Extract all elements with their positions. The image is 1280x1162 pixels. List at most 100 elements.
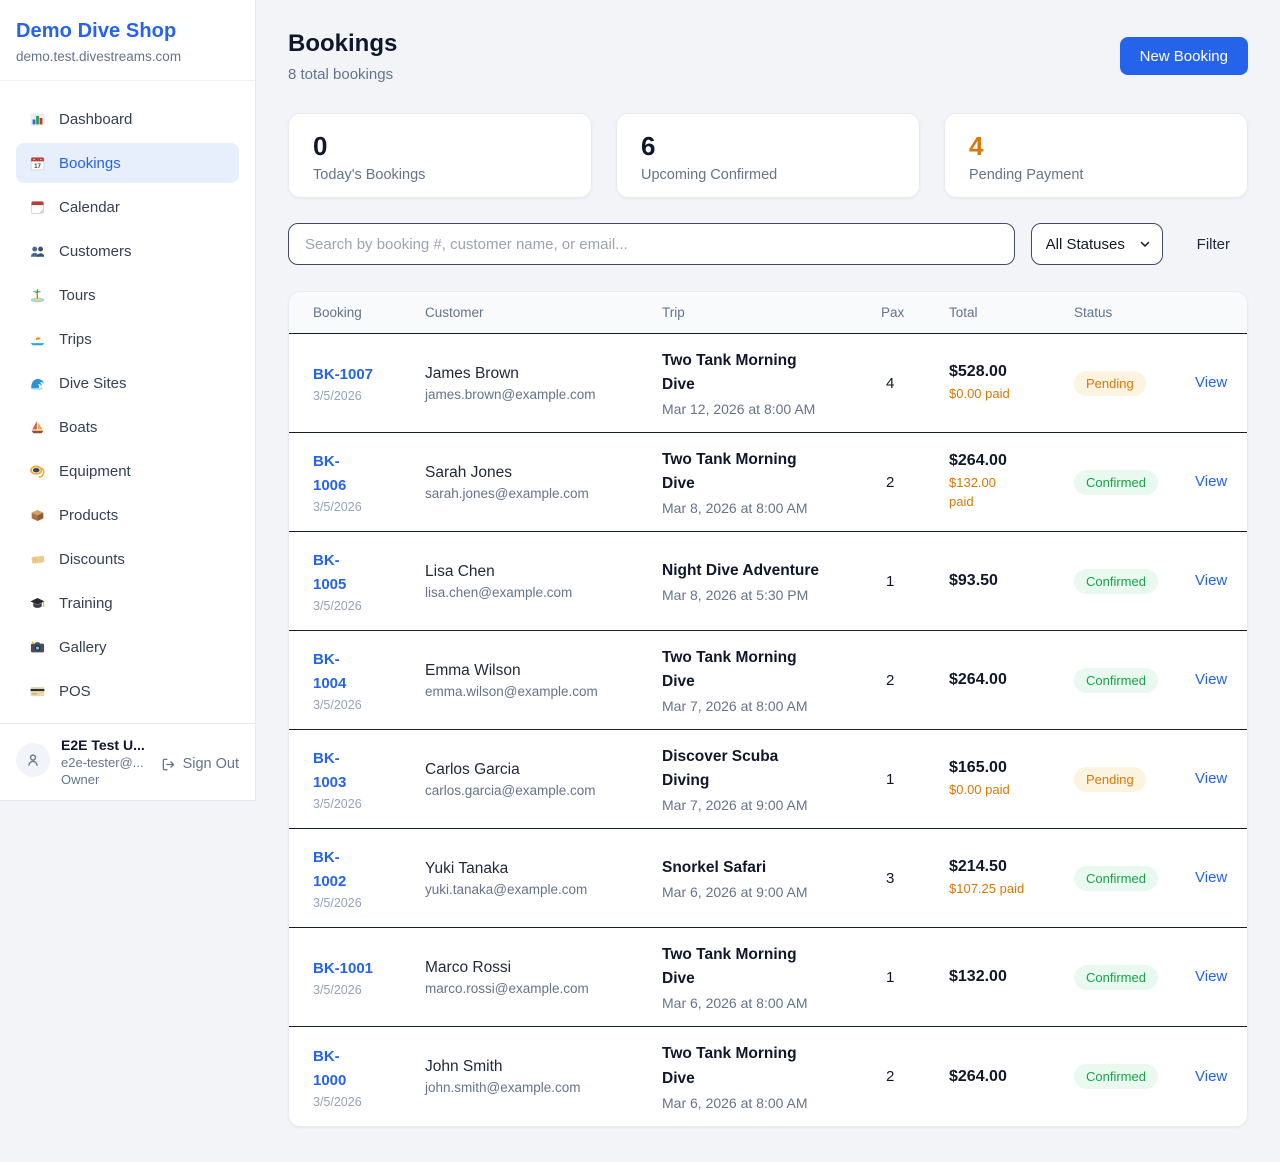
status-badge: Confirmed — [1074, 469, 1158, 495]
status-select[interactable]: All Statuses — [1030, 223, 1163, 265]
user-role: Owner — [61, 772, 100, 787]
view-link[interactable]: View — [1195, 572, 1228, 589]
view-link[interactable]: View — [1195, 968, 1228, 985]
trip-cell: Two Tank Morning Dive Mar 12, 2026 at 8:… — [662, 349, 881, 417]
trip-datetime: Mar 12, 2026 at 8:00 AM — [662, 401, 816, 418]
booking-id-link[interactable]: BK- 1002 — [313, 849, 347, 890]
status-cell: Confirmed — [1074, 865, 1195, 891]
dive-sites-wave-icon — [28, 374, 46, 392]
sidebar-item-pos[interactable]: POS — [16, 671, 239, 711]
total-cell: $528.00 $0.00 paid — [949, 363, 1074, 404]
status-cell: Pending — [1074, 370, 1195, 396]
view-link[interactable]: View — [1195, 671, 1228, 688]
total-amount: $214.50 — [949, 857, 1007, 875]
gallery-camera-icon — [28, 638, 46, 656]
pax-cell: 1 — [886, 968, 895, 986]
stat-label: Today's Bookings — [313, 167, 426, 183]
sidebar-item-calendar[interactable]: Calendar — [16, 187, 239, 227]
sidebar-item-products[interactable]: Products — [16, 495, 239, 535]
sidebar-item-trips[interactable]: Trips — [16, 319, 239, 359]
booking-id-link[interactable]: BK-1001 — [313, 960, 374, 977]
booking-id-link[interactable]: BK- 1005 — [313, 552, 347, 593]
page-subtitle: 8 total bookings — [288, 66, 394, 83]
booking-cell: BK- 1003 3/5/2026 — [313, 747, 425, 811]
user-icon — [28, 754, 38, 766]
booking-id-link[interactable]: BK-1007 — [313, 366, 374, 383]
status-badge: Pending — [1074, 370, 1146, 396]
view-link[interactable]: View — [1195, 770, 1228, 787]
booking-id-link[interactable]: BK- 1004 — [313, 651, 347, 692]
stat-value: 0 — [313, 131, 328, 161]
sidebar-item-discounts[interactable]: Discounts — [16, 539, 239, 579]
trip-name: Two Tank Morning Dive — [662, 1045, 797, 1087]
view-link[interactable]: View — [1195, 374, 1228, 391]
sidebar-item-dashboard[interactable]: Dashboard — [16, 99, 239, 139]
main-content: Bookings 8 total bookings New Booking 0 … — [256, 0, 1280, 1127]
booking-id-link[interactable]: BK- 1003 — [313, 750, 347, 791]
customer-email: john.smith@example.com — [425, 1080, 581, 1095]
sidebar-item-equipment[interactable]: Equipment — [16, 451, 239, 491]
total-cell: $165.00 $0.00 paid — [949, 759, 1074, 800]
column-header-status: Status — [1074, 305, 1113, 320]
status-badge: Confirmed — [1074, 865, 1158, 891]
paid-amount: $0.00 paid — [949, 385, 1010, 401]
trip-cell: Night Dive Adventure Mar 8, 2026 at 5:30… — [662, 559, 881, 603]
stat-label: Pending Payment — [969, 167, 1084, 183]
avatar — [16, 743, 50, 777]
booking-date: 3/5/2026 — [313, 983, 362, 997]
trip-cell: Two Tank Morning Dive Mar 7, 2026 at 8:0… — [662, 646, 881, 714]
search-input[interactable] — [288, 223, 1015, 265]
booking-date: 3/5/2026 — [313, 389, 362, 403]
column-header-trip: Trip — [662, 305, 685, 320]
sidebar-item-boats[interactable]: Boats — [16, 407, 239, 447]
actions-cell: View — [1195, 374, 1227, 392]
total-amount: $528.00 — [949, 362, 1007, 380]
booking-id-link[interactable]: BK- 1006 — [313, 453, 347, 494]
sidebar-item-dive-sites[interactable]: Dive Sites — [16, 363, 239, 403]
stat-card-pending-payment: 4 Pending Payment — [944, 113, 1248, 198]
sidebar-item-bookings[interactable]: 17 Bookings — [16, 143, 239, 183]
table-row: BK-1001 3/5/2026 Marco Rossi marco.rossi… — [289, 928, 1247, 1027]
new-booking-button[interactable]: New Booking — [1119, 37, 1248, 75]
status-cell: Confirmed — [1074, 964, 1195, 990]
trip-name: Night Dive Adventure — [662, 561, 820, 579]
sign-out-icon — [162, 758, 174, 770]
booking-date: 3/5/2026 — [313, 1094, 362, 1109]
booking-id-link[interactable]: BK- 1000 — [313, 1047, 347, 1089]
calendar-icon — [28, 198, 46, 216]
table-row: BK- 1005 3/5/2026 Lisa Chen lisa.chen@ex… — [289, 532, 1247, 631]
filter-button[interactable]: Filter — [1179, 223, 1248, 265]
training-cap-icon — [28, 594, 46, 612]
user-name: E2E Test U... — [61, 737, 145, 753]
paid-amount: $0.00 paid — [949, 781, 1010, 797]
customer-name: Emma Wilson — [425, 661, 521, 679]
customer-cell: Marco Rossi marco.rossi@example.com — [425, 959, 662, 996]
sidebar-item-training[interactable]: Training — [16, 583, 239, 623]
trip-datetime: Mar 7, 2026 at 9:00 AM — [662, 797, 808, 814]
actions-cell: View — [1195, 968, 1227, 986]
customer-cell: Sarah Jones sarah.jones@example.com — [425, 464, 662, 501]
booking-date: 3/5/2026 — [313, 797, 362, 811]
sidebar-item-gallery[interactable]: Gallery — [16, 627, 239, 667]
sidebar-user-footer: E2E Test U... e2e-tester@... Owner Sign … — [0, 723, 255, 800]
booking-date: 3/5/2026 — [313, 599, 362, 613]
sidebar-item-tours[interactable]: Tours — [16, 275, 239, 315]
dashboard-chart-icon — [28, 110, 46, 128]
products-box-icon — [28, 506, 46, 524]
view-link[interactable]: View — [1195, 1067, 1228, 1085]
paid-amount: $132.00 paid — [949, 475, 996, 509]
view-link[interactable]: View — [1195, 869, 1228, 886]
customer-cell: John Smith john.smith@example.com — [425, 1058, 662, 1095]
pos-card-icon — [28, 682, 46, 700]
trip-datetime: Mar 6, 2026 at 9:00 AM — [662, 884, 808, 900]
total-amount: $93.50 — [949, 572, 998, 589]
sidebar-item-customers[interactable]: Customers — [16, 231, 239, 271]
view-link[interactable]: View — [1195, 473, 1228, 490]
trip-datetime: Mar 8, 2026 at 8:00 AM — [662, 500, 808, 517]
actions-cell: View — [1195, 473, 1227, 491]
booking-date: 3/5/2026 — [313, 896, 362, 910]
table-header-row: Booking Customer Trip Pax Total Status — [289, 292, 1247, 334]
svg-text:17: 17 — [34, 162, 41, 169]
trip-name: Two Tank Morning Dive — [662, 648, 797, 690]
sign-out-button[interactable]: Sign Out — [161, 756, 239, 772]
